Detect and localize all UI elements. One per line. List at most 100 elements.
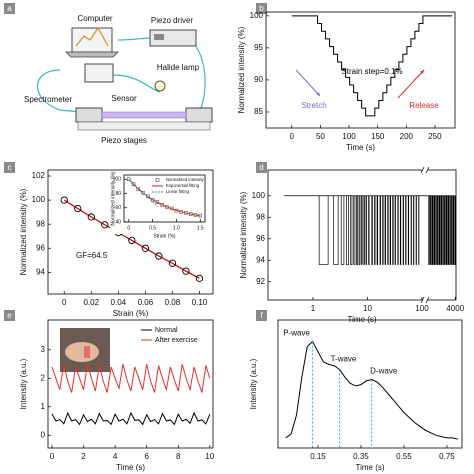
photo-sensor: [84, 346, 90, 358]
halide-lamp: [154, 80, 166, 92]
cable: [117, 37, 151, 41]
panel-badge: [256, 162, 267, 173]
panel-letter: d: [259, 163, 263, 172]
point: [131, 182, 136, 187]
x-tick-label: 0: [127, 225, 130, 231]
x-tick-label: 0: [290, 132, 295, 141]
data-line: [51, 411, 211, 426]
fiber: [36, 69, 81, 113]
annotation: GF=64.5: [76, 251, 108, 260]
pulse: [442, 195, 444, 265]
screen-graph: [75, 26, 109, 47]
diagram-label: Piezo driver: [151, 16, 194, 25]
plot-frame: [277, 319, 463, 449]
panel-badge: [4, 310, 15, 321]
arrow-head: [420, 70, 424, 74]
pulse: [454, 195, 456, 265]
point: [74, 204, 82, 213]
y-tick-label: 92: [256, 277, 265, 286]
x-axis-label: Time (s): [355, 463, 384, 472]
diagram-label: Spectrometer: [24, 95, 72, 104]
annotation-arrow: [295, 69, 321, 97]
pulse: [452, 195, 455, 265]
arrow-head: [316, 92, 320, 96]
inset-background: [110, 172, 209, 234]
setup-diagram: a Computer Piezo driver Halide lamp Spec…: [4, 3, 213, 145]
x-axis-label: Time (s): [346, 143, 375, 152]
pulse: [318, 195, 329, 265]
point: [128, 236, 136, 245]
y-tick-label: 102: [32, 171, 46, 180]
y-tick-label: 100: [32, 195, 46, 204]
annotation: P-wave: [283, 329, 310, 338]
pulse: [384, 195, 386, 265]
annotation: Stretch: [301, 101, 326, 110]
piezo-stage: [75, 107, 103, 123]
y-tick-label: 0: [41, 430, 46, 439]
data-line: [128, 178, 158, 207]
legend-label: After exercise: [155, 337, 198, 344]
x-axis-label: Strain (%): [153, 233, 176, 239]
plot-frame: [47, 319, 214, 449]
point: [168, 259, 177, 267]
data-line: [291, 15, 453, 117]
y-axis-label: Normalized intensity (%): [237, 26, 246, 113]
axis-break: [420, 166, 425, 174]
axis-break-gap: [423, 298, 427, 302]
cable: [195, 45, 206, 111]
x-tick-label: 0: [62, 298, 67, 307]
annotation: Release: [409, 101, 439, 110]
pulse: [361, 195, 363, 265]
pulse: [438, 195, 441, 265]
panel-letter: c: [8, 163, 12, 172]
panel-badge: [4, 162, 15, 173]
photo-finger: [65, 342, 99, 362]
x-tick-label: 200: [400, 132, 414, 141]
x-tick-label: 8: [176, 452, 181, 461]
pulse: [445, 195, 448, 265]
point: [155, 252, 163, 260]
pulse: [451, 195, 453, 265]
axis-break: [420, 296, 425, 304]
point: [160, 203, 164, 207]
panel-letter: e: [7, 311, 12, 320]
pulse: [447, 195, 449, 265]
x-tick-label: 4: [113, 452, 118, 461]
x-tick-label: 0: [50, 452, 55, 461]
pulse: [433, 195, 435, 265]
point: [127, 177, 131, 182]
x-tick-label: 0.15: [310, 452, 326, 461]
pulse: [353, 195, 356, 265]
x-axis-label: Strain (%): [113, 309, 149, 318]
y-tick-label: 94: [256, 255, 265, 264]
y-axis-label: Intensity (a.u.): [249, 358, 258, 409]
panel-letter: f: [260, 311, 263, 320]
x-tick-label: 0.75: [439, 452, 455, 461]
panel-badge: [4, 3, 15, 14]
x-tick-label: 0.04: [111, 298, 127, 307]
legend-label: Linear fitting: [166, 189, 189, 194]
y-tick-label: 60: [115, 205, 121, 211]
x-tick-label: 0.35: [353, 452, 369, 461]
x-tick-label: 6: [144, 452, 149, 461]
legend-label: Exponential fitting: [166, 183, 200, 188]
plot-frame: [123, 174, 206, 223]
x-tick-label: 100: [342, 132, 356, 141]
y-tick-label: 3: [41, 345, 46, 354]
pulse: [431, 195, 434, 265]
point: [141, 244, 150, 252]
data-line: [51, 363, 211, 393]
annotation-arrow: [397, 69, 425, 99]
legend-label: Normal: [155, 327, 178, 334]
y-axis-label: Normalized intensity (%): [110, 171, 116, 226]
panel-letter: b: [259, 4, 264, 13]
diagram-label: Computer: [77, 14, 112, 23]
pulse: [437, 195, 439, 265]
y-tick-label: 100: [252, 191, 266, 200]
pulse: [449, 195, 451, 265]
y-tick-label: 100: [113, 177, 122, 183]
pulse: [379, 195, 381, 265]
y-tick-label: 94: [36, 267, 45, 276]
pulse: [340, 195, 345, 265]
